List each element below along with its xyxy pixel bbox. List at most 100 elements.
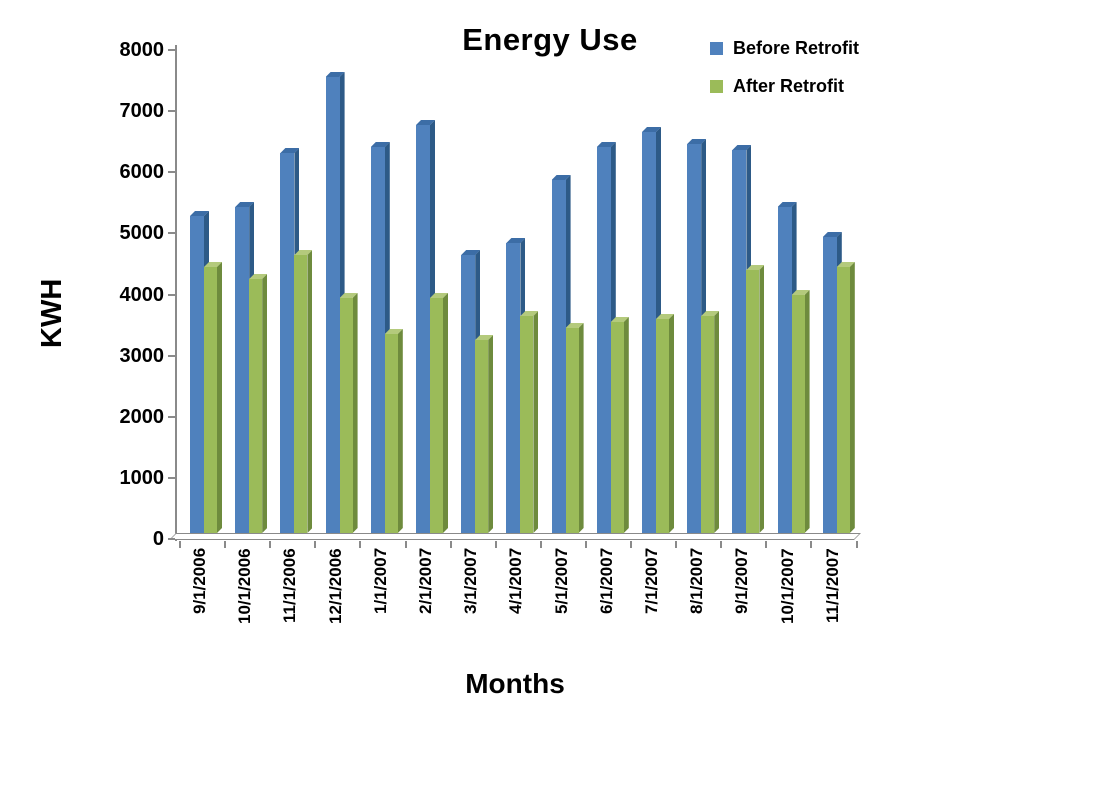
bar-before-retrofit-topface bbox=[326, 72, 345, 77]
bar-after-retrofit-face bbox=[701, 316, 715, 533]
bar-after-retrofit-sideface bbox=[217, 262, 222, 533]
bar-before-retrofit-face bbox=[687, 144, 702, 533]
bar-after-retrofit-face bbox=[836, 267, 850, 533]
bar-after-retrofit-topface bbox=[340, 293, 358, 298]
x-category-label: 5/1/2007 bbox=[551, 548, 571, 615]
x-axis-tick bbox=[810, 541, 813, 548]
bar-before-retrofit-face bbox=[370, 147, 385, 533]
bar-after-retrofit-topface bbox=[837, 262, 855, 267]
x-category-label: 2/1/2007 bbox=[416, 548, 435, 615]
y-axis-tick bbox=[168, 538, 175, 540]
bar-before-retrofit-topface bbox=[823, 232, 842, 237]
bar-after-retrofit-topface bbox=[430, 293, 448, 298]
x-axis-tick bbox=[584, 541, 587, 548]
x-axis-label: Months bbox=[465, 668, 565, 699]
bar-after-retrofit-sideface bbox=[759, 265, 764, 533]
bar-before-retrofit bbox=[235, 207, 249, 533]
bar-after-retrofit bbox=[430, 298, 443, 533]
y-axis-tick-label: 7000 bbox=[119, 100, 165, 123]
bar-after-retrofit-sideface bbox=[307, 250, 312, 533]
bar-after-retrofit-face bbox=[610, 322, 624, 533]
bar-after-retrofit-face bbox=[520, 316, 534, 533]
bar-after-retrofit-topface bbox=[475, 335, 493, 340]
bar-after-retrofit-face bbox=[746, 270, 760, 533]
legend-item-after-retrofit: After Retrofit bbox=[710, 74, 859, 98]
x-axis-tick bbox=[224, 541, 227, 548]
y-axis-tick-label: 0 bbox=[152, 528, 164, 550]
bar-before-retrofit bbox=[280, 153, 294, 533]
x-category-label: 11/1/2007 bbox=[822, 548, 842, 623]
x-axis-tick bbox=[630, 541, 632, 548]
bar-before-retrofit-face bbox=[642, 132, 656, 533]
bar-after-retrofit-sideface bbox=[579, 323, 584, 533]
y-axis-tick-label: 1000 bbox=[119, 466, 165, 489]
bar-after-retrofit-topface bbox=[249, 274, 267, 279]
x-axis-tick bbox=[675, 541, 678, 548]
bar-before-retrofit-topface bbox=[416, 120, 435, 125]
bar-after-retrofit-sideface bbox=[533, 311, 538, 533]
bar-after-retrofit-topface bbox=[566, 323, 584, 328]
y-axis-tick-label: 3000 bbox=[119, 344, 165, 367]
bar-after-retrofit bbox=[610, 322, 624, 533]
bar-before-retrofit bbox=[461, 255, 475, 533]
bar-before-retrofit-face bbox=[416, 125, 430, 533]
y-axis-line bbox=[174, 45, 177, 541]
bar-after-retrofit bbox=[249, 279, 262, 533]
bar-after-retrofit-topface bbox=[701, 311, 719, 316]
x-axis-tick bbox=[314, 541, 317, 548]
y-axis-tick bbox=[168, 415, 175, 418]
y-axis-tick-label: 6000 bbox=[119, 161, 165, 184]
y-axis-tick bbox=[168, 293, 175, 296]
bar-after-retrofit-face bbox=[430, 298, 443, 533]
legend-swatch-before-retrofit-icon bbox=[710, 41, 723, 55]
bar-after-retrofit bbox=[294, 255, 307, 533]
bar-after-retrofit-face bbox=[656, 319, 669, 533]
bar-after-retrofit-sideface bbox=[262, 274, 267, 533]
bar-before-retrofit bbox=[506, 243, 520, 533]
y-axis-tick-label: 4000 bbox=[119, 283, 165, 306]
bar-after-retrofit-topface bbox=[204, 262, 222, 267]
bar-before-retrofit-topface bbox=[506, 238, 525, 243]
y-axis-tick-label: 5000 bbox=[119, 222, 165, 245]
x-axis-tick bbox=[404, 541, 407, 548]
bar-before-retrofit-topface bbox=[597, 142, 616, 147]
bar-after-retrofit bbox=[384, 334, 398, 533]
bar-after-retrofit bbox=[701, 316, 714, 533]
bar-after-retrofit bbox=[475, 340, 488, 533]
bar-after-retrofit-topface bbox=[656, 314, 674, 319]
bar-before-retrofit-face bbox=[822, 237, 837, 533]
bar-before-retrofit-face bbox=[235, 207, 250, 533]
bar-before-retrofit-face bbox=[506, 243, 521, 533]
x-axis-tick bbox=[269, 541, 272, 548]
bar-after-retrofit-sideface bbox=[488, 335, 493, 533]
x-axis-tick bbox=[539, 541, 542, 548]
bar-before-retrofit-topface bbox=[235, 202, 254, 207]
bar-after-retrofit-face bbox=[339, 298, 353, 533]
y-axis-tick bbox=[168, 110, 175, 113]
x-category-label: 12/1/2006 bbox=[325, 548, 345, 624]
y-axis-tick bbox=[168, 354, 175, 357]
y-axis-tick-label: 2000 bbox=[119, 405, 165, 428]
bar-after-retrofit-face bbox=[204, 267, 217, 533]
x-axis-tick bbox=[179, 541, 181, 548]
bar-before-retrofit bbox=[325, 77, 340, 533]
legend-label-after-retrofit: After Retrofit bbox=[733, 75, 844, 96]
bar-after-retrofit bbox=[204, 267, 217, 533]
bar-after-retrofit-topface bbox=[611, 317, 629, 322]
x-category-label: 9/1/2006 bbox=[190, 548, 209, 615]
y-axis-tick bbox=[168, 232, 175, 235]
bar-before-retrofit-topface bbox=[280, 148, 299, 153]
x-axis-tick bbox=[494, 541, 497, 548]
bar-after-retrofit bbox=[339, 298, 353, 533]
legend: Before Retrofit After Retrofit bbox=[710, 36, 859, 112]
bar-after-retrofit-sideface bbox=[353, 293, 358, 533]
bar-after-retrofit-face bbox=[384, 334, 398, 533]
x-axis-tick bbox=[765, 541, 768, 548]
bar-before-retrofit-face bbox=[190, 216, 204, 533]
bar-before-retrofit bbox=[596, 147, 611, 533]
bar-after-retrofit-sideface bbox=[669, 314, 674, 533]
bar-before-retrofit-face bbox=[325, 77, 340, 533]
bar-after-retrofit-face bbox=[294, 255, 308, 533]
x-category-label: 11/1/2006 bbox=[280, 548, 300, 623]
